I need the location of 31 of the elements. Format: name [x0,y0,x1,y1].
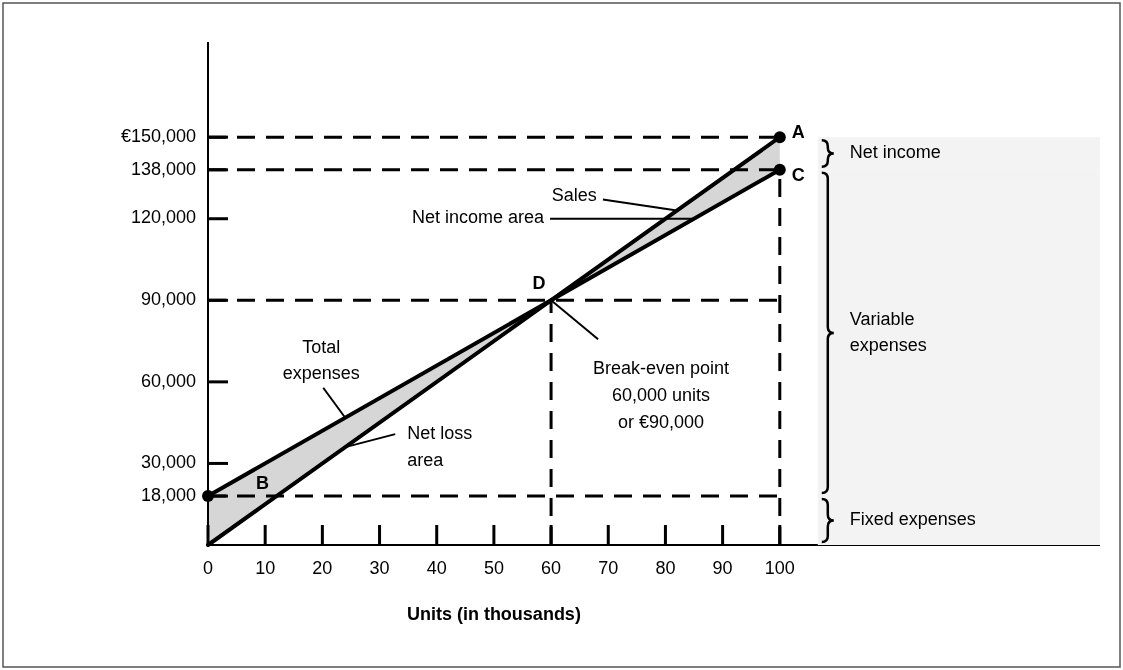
y-tick-label: 90,000 [140,289,196,310]
annotation: A [791,121,805,142]
x-tick-label: 80 [655,557,676,578]
y-tick-label: 18,000 [140,484,196,505]
annotation: C [791,164,805,185]
x-tick-label: 30 [369,557,390,578]
band-label: Variable expenses [849,308,927,355]
x-tick-label: 0 [202,557,214,578]
x-tick-label: 100 [764,557,795,578]
y-tick-label: 30,000 [140,452,196,473]
y-tick-label: €150,000 [120,125,196,146]
text: Sales [551,185,597,206]
x-axis-title: Units (in thousands) [406,604,581,624]
x-tick-label: 10 [255,557,276,578]
y-tick-label: 60,000 [140,370,196,391]
band-label: Net income [849,142,941,163]
x-tick-label: 20 [312,557,333,578]
series-label: Total expenses [282,336,360,383]
x-tick-label: 90 [712,557,733,578]
y-tick-label: 138,000 [130,158,196,179]
x-tick-label: 60 [541,557,562,578]
annotation: B [256,472,270,493]
x-tick-label: 40 [426,557,447,578]
band-label: Fixed expenses [849,509,976,530]
annotation: Break-even point 60,000 units or €90,000 [593,358,730,433]
annotation: Net income area [411,207,545,228]
y-tick-label: 120,000 [130,207,196,228]
annotation: D [532,273,546,294]
x-tick-label: 70 [598,557,619,578]
annotation: Net loss area [407,422,473,470]
x-tick-label: 50 [483,557,504,578]
